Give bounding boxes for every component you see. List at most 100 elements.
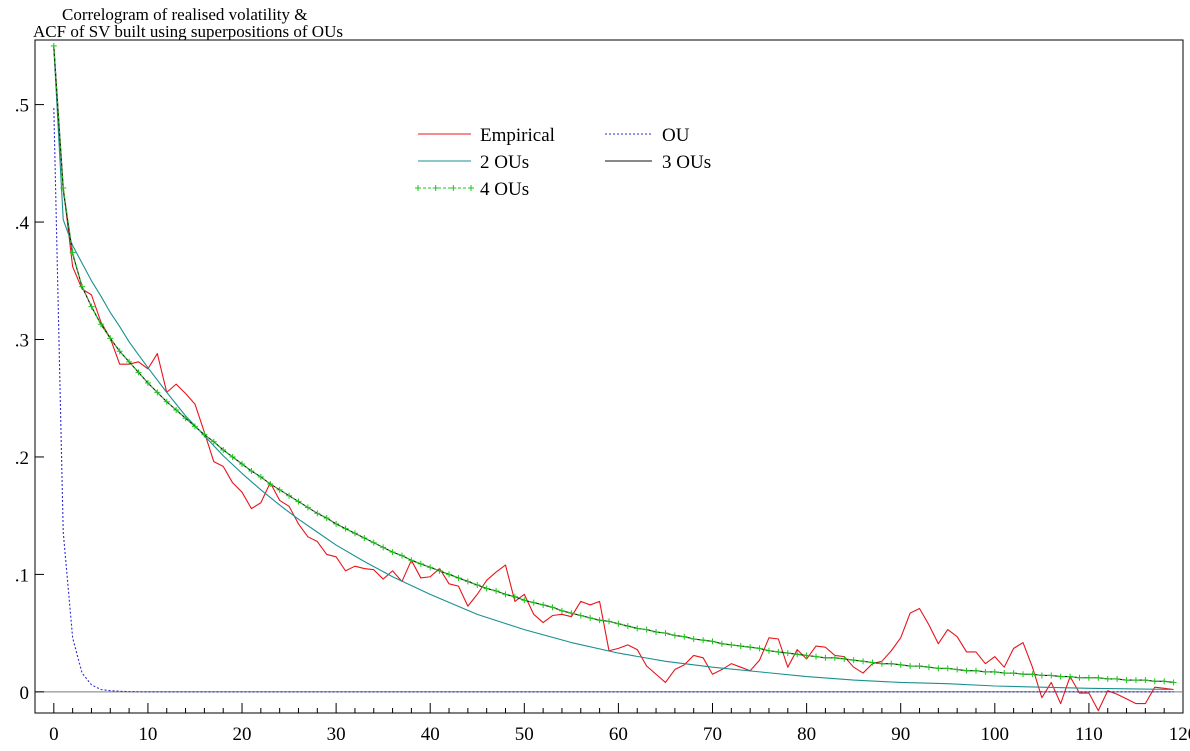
series-point xyxy=(333,520,340,527)
series-point xyxy=(79,283,86,290)
series-point xyxy=(511,593,518,600)
legend-item: 2 OUs xyxy=(418,152,529,173)
series-point xyxy=(577,612,584,619)
series-point xyxy=(257,473,264,480)
series-point xyxy=(690,636,697,643)
series-point xyxy=(361,534,368,541)
series-point xyxy=(50,42,57,49)
series-point xyxy=(794,651,801,658)
series-point xyxy=(737,643,744,650)
y-tick-label: .4 xyxy=(15,213,30,234)
series-point xyxy=(1170,679,1177,686)
legend-label: OU xyxy=(662,125,690,146)
series-point xyxy=(210,438,217,445)
legend-label: 3 OUs xyxy=(662,152,711,173)
series-point xyxy=(765,647,772,654)
series-point xyxy=(69,249,76,256)
x-tick-label: 50 xyxy=(515,724,534,745)
series-point xyxy=(370,539,377,546)
series-point xyxy=(944,665,951,672)
y-tick-label: 0 xyxy=(20,683,30,704)
series-point xyxy=(342,525,349,532)
series-point xyxy=(813,653,820,660)
series-point xyxy=(1029,671,1036,678)
series-point xyxy=(191,423,198,430)
legend: Empirical OU 2 OUs 3 OUs 4 OUs xyxy=(415,125,711,200)
series-point xyxy=(925,664,932,671)
series-point xyxy=(464,578,471,585)
x-tick-label: 10 xyxy=(138,724,157,745)
series-point xyxy=(878,660,885,667)
series-point xyxy=(173,406,180,413)
x-tick-label: 120 xyxy=(1169,724,1190,745)
series-point xyxy=(474,581,481,588)
series-point xyxy=(60,184,67,191)
series-point xyxy=(239,461,246,468)
x-tick-label: 20 xyxy=(233,724,252,745)
series-point xyxy=(1132,677,1139,684)
series-point xyxy=(831,654,838,661)
plot-frame xyxy=(34,39,1184,714)
series-point xyxy=(521,597,528,604)
series-point xyxy=(380,544,387,551)
series-point xyxy=(314,510,321,517)
series-point xyxy=(351,530,358,537)
series-point xyxy=(540,601,547,608)
series-point xyxy=(775,648,782,655)
series-point xyxy=(624,623,631,630)
legend-label: 2 OUs xyxy=(480,152,529,173)
series-point xyxy=(822,654,829,661)
series-point xyxy=(653,628,660,635)
series-line xyxy=(53,47,1174,691)
series-point xyxy=(568,610,575,617)
series-point xyxy=(446,571,453,578)
series-point xyxy=(1104,675,1111,682)
series-point xyxy=(709,638,716,645)
series-point xyxy=(662,630,669,637)
chart-title-line-2: ACF of SV built using superpositions of … xyxy=(33,22,343,41)
series-point xyxy=(1123,677,1130,684)
x-tick-label: 40 xyxy=(421,724,440,745)
series-point xyxy=(286,492,293,499)
y-tick-label: .2 xyxy=(15,448,29,469)
series-point xyxy=(982,668,989,675)
series-point xyxy=(841,655,848,662)
x-tick-label: 30 xyxy=(327,724,346,745)
series-point xyxy=(1057,673,1064,680)
series-point xyxy=(860,658,867,665)
series-point xyxy=(963,667,970,674)
series-ou xyxy=(53,108,1174,693)
series-point xyxy=(888,660,895,667)
series-point xyxy=(700,637,707,644)
series-point xyxy=(304,504,311,511)
series-point xyxy=(991,668,998,675)
series-point xyxy=(643,626,650,633)
x-tick-label: 60 xyxy=(609,724,628,745)
series-point xyxy=(747,644,754,651)
series-point xyxy=(163,398,170,405)
series-point xyxy=(803,652,810,659)
legend-item: 4 OUs xyxy=(415,179,529,200)
series-line xyxy=(53,108,1174,693)
series-point xyxy=(972,667,979,674)
series-point xyxy=(558,607,565,614)
series-point xyxy=(97,321,104,328)
series-point xyxy=(88,303,95,310)
series-point xyxy=(596,617,603,624)
legend-label: 4 OUs xyxy=(480,179,529,200)
series-4-ous xyxy=(50,42,1177,686)
series-point xyxy=(1020,671,1027,678)
series-point xyxy=(427,564,434,571)
series-point xyxy=(935,665,942,672)
series-point xyxy=(220,446,227,453)
series-point xyxy=(850,657,857,664)
series-point xyxy=(1161,678,1168,685)
series-point xyxy=(154,389,161,396)
series-point xyxy=(718,640,725,647)
series-point xyxy=(1048,672,1055,679)
series-point xyxy=(455,574,462,581)
plot-series xyxy=(50,42,1177,712)
series-point xyxy=(1010,670,1017,677)
series-point xyxy=(606,618,612,625)
